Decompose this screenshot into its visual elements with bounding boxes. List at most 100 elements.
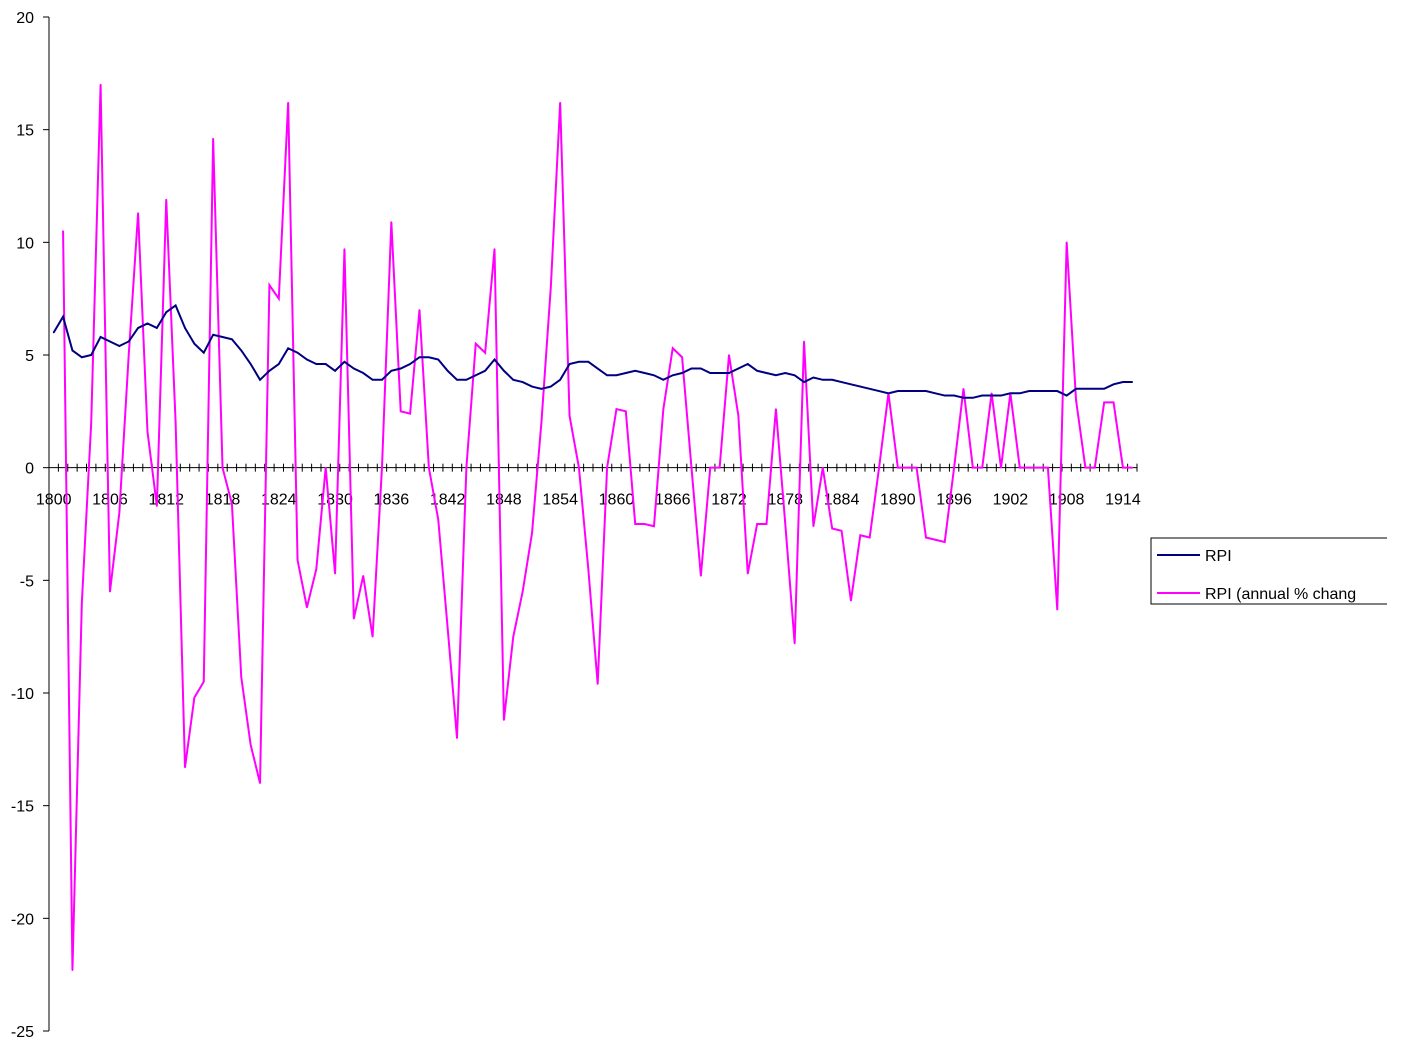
data-point-s0-1855 — [568, 363, 571, 365]
data-point-s1-1914 — [1122, 466, 1124, 469]
data-point-s0-1833 — [362, 372, 365, 374]
data-point-s1-1909 — [1075, 399, 1077, 401]
data-point-s0-1832 — [353, 367, 355, 370]
data-point-s0-1871 — [718, 372, 721, 374]
data-point-s1-1882 — [821, 466, 824, 469]
data-point-s1-1815 — [193, 696, 196, 699]
data-point-s1-1853 — [549, 286, 552, 289]
data-point-s0-1853 — [549, 385, 552, 388]
data-point-s0-1909 — [1075, 388, 1077, 390]
data-point-s1-1884 — [840, 529, 843, 532]
data-point-s1-1802 — [71, 969, 74, 971]
y-tick-label: -5 — [20, 573, 34, 590]
data-point-s0-1815 — [193, 342, 196, 345]
y-tick-label: 0 — [25, 461, 34, 478]
data-point-s1-1866 — [671, 347, 674, 350]
data-point-s0-1842 — [446, 369, 449, 372]
data-point-s0-1898 — [972, 397, 974, 399]
series-line-1 — [62, 84, 1133, 971]
data-point-s0-1814 — [184, 327, 186, 329]
data-point-s0-1874 — [746, 363, 749, 365]
data-point-s0-1870 — [709, 372, 712, 374]
data-point-s0-1860 — [615, 374, 618, 377]
data-point-s0-1809 — [137, 327, 139, 329]
x-tick-label: 1902 — [993, 492, 1029, 509]
data-point-s1-1851 — [531, 532, 533, 534]
y-tick-label: -15 — [11, 799, 34, 816]
data-point-s1-1809 — [137, 212, 139, 214]
data-point-s0-1865 — [662, 378, 665, 381]
x-tick-label: 1836 — [374, 492, 410, 509]
data-point-s0-1895 — [943, 394, 946, 397]
data-point-s1-1862 — [634, 523, 637, 525]
data-point-s0-1840 — [428, 356, 430, 359]
data-point-s0-1868 — [690, 367, 693, 370]
data-point-s1-1818 — [221, 466, 224, 469]
data-point-s1-1910 — [1084, 466, 1087, 469]
data-point-s0-1821 — [249, 363, 252, 365]
data-point-s1-1864 — [653, 525, 655, 528]
data-point-s1-1898 — [972, 466, 974, 469]
data-point-s0-1844 — [465, 378, 468, 381]
data-point-s0-1812 — [165, 311, 168, 313]
data-point-s0-1892 — [915, 390, 918, 392]
data-point-s0-1827 — [306, 358, 308, 361]
data-point-s0-1837 — [399, 367, 402, 370]
data-point-s1-1888 — [878, 466, 880, 469]
data-point-s1-1901 — [1000, 466, 1002, 469]
x-tick-label: 1908 — [1049, 492, 1085, 509]
data-point-s0-1910 — [1084, 388, 1087, 390]
data-point-s0-1804 — [90, 354, 93, 356]
data-point-s1-1816 — [202, 680, 205, 683]
data-point-s1-1859 — [606, 466, 608, 469]
data-point-s1-1869 — [700, 575, 702, 577]
data-point-s0-1897 — [962, 397, 965, 399]
data-point-s1-1868 — [690, 466, 693, 469]
data-point-s0-1880 — [803, 381, 805, 383]
data-point-s1-1886 — [859, 534, 862, 537]
data-point-s0-1808 — [127, 340, 130, 343]
data-point-s0-1884 — [840, 381, 843, 383]
data-point-s0-1806 — [109, 340, 111, 343]
data-point-s0-1805 — [99, 336, 102, 338]
data-point-s1-1863 — [643, 523, 646, 525]
x-tick-label: 1878 — [767, 492, 803, 509]
data-point-s0-1822 — [259, 378, 261, 381]
y-axis: -25 -20 -15 -10 -5 0 5 10 15 20 — [11, 10, 50, 1041]
legend: RPI RPI (annual % chang — [1150, 532, 1405, 612]
data-point-s1-1865 — [662, 408, 665, 410]
data-point-s0-1839 — [418, 356, 421, 359]
data-point-s1-1871 — [718, 466, 721, 469]
data-point-s0-1819 — [231, 338, 233, 341]
data-point-s0-1836 — [390, 369, 393, 372]
data-point-s1-1906 — [1047, 466, 1049, 469]
data-point-s0-1852 — [540, 388, 543, 390]
data-point-s1-1897 — [962, 388, 965, 390]
data-point-s0-1800 — [52, 331, 55, 334]
data-point-s0-1849 — [512, 378, 515, 381]
data-point-s1-1820 — [240, 676, 243, 679]
data-point-s1-1887 — [868, 536, 871, 539]
data-point-s1-1878 — [784, 523, 787, 525]
data-point-s1-1834 — [371, 635, 374, 638]
data-point-s0-1881 — [812, 376, 815, 379]
data-point-s1-1836 — [390, 221, 393, 223]
data-point-s1-1811 — [156, 505, 158, 507]
data-point-s1-1876 — [765, 523, 768, 525]
data-point-s0-1801 — [62, 315, 64, 318]
data-point-s0-1813 — [174, 304, 177, 307]
data-point-s0-1879 — [793, 374, 796, 377]
data-point-s1-1838 — [409, 412, 411, 415]
data-point-s0-1858 — [596, 367, 599, 370]
data-point-s1-1808 — [127, 354, 130, 356]
data-point-s1-1852 — [540, 421, 543, 424]
data-point-s1-1880 — [803, 340, 805, 343]
data-point-s0-1903 — [1018, 392, 1021, 395]
data-point-s0-1900 — [990, 394, 993, 397]
data-point-s1-1848 — [503, 719, 505, 721]
data-point-s1-1908 — [1065, 241, 1068, 244]
data-point-s0-1882 — [821, 378, 824, 381]
data-point-s0-1891 — [906, 390, 909, 392]
data-point-s1-1828 — [315, 568, 318, 570]
data-point-s0-1816 — [202, 351, 205, 354]
